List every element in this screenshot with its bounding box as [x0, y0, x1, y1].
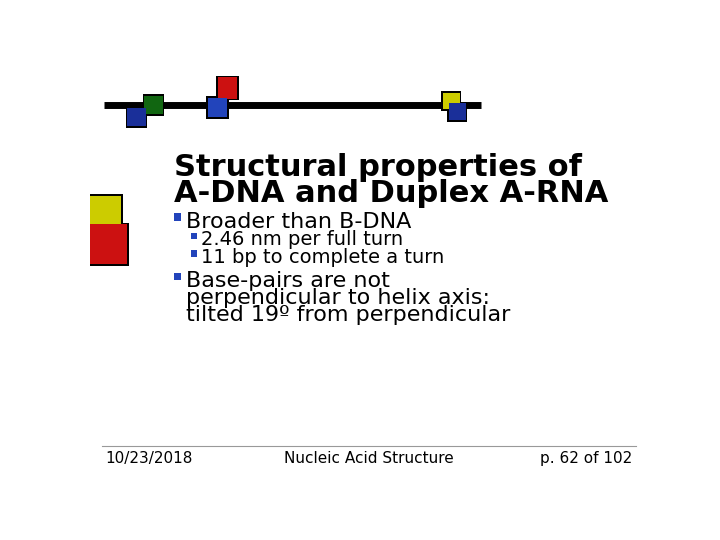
Text: 10/23/2018: 10/23/2018	[106, 451, 193, 467]
Bar	[208, 98, 228, 117]
Bar	[206, 96, 229, 119]
Text: Structural properties of: Structural properties of	[174, 153, 582, 183]
Bar	[443, 92, 459, 110]
Text: perpendicular to helix axis:: perpendicular to helix axis:	[186, 288, 490, 308]
Bar	[90, 195, 121, 228]
Bar	[144, 96, 163, 114]
Bar	[218, 77, 238, 99]
Bar	[191, 251, 197, 256]
Bar	[441, 91, 462, 111]
Text: A-DNA and Duplex A-RNA: A-DNA and Duplex A-RNA	[174, 179, 608, 208]
Text: 11 bp to complete a turn: 11 bp to complete a turn	[201, 248, 444, 267]
Text: Broader than B-DNA: Broader than B-DNA	[186, 212, 411, 232]
Text: p. 62 of 102: p. 62 of 102	[540, 451, 632, 467]
Bar	[143, 94, 164, 116]
Bar	[89, 194, 122, 230]
Bar	[191, 233, 197, 239]
Bar	[447, 102, 467, 122]
Bar	[89, 222, 129, 266]
Bar	[449, 103, 466, 120]
Bar	[174, 213, 181, 221]
Bar	[90, 224, 127, 264]
Text: Nucleic Acid Structure: Nucleic Acid Structure	[284, 451, 454, 467]
Bar	[174, 273, 181, 280]
Text: tilted 19º from perpendicular: tilted 19º from perpendicular	[186, 305, 510, 325]
Text: Base-pairs are not: Base-pairs are not	[186, 271, 390, 291]
Text: 2.46 nm per full turn: 2.46 nm per full turn	[201, 231, 403, 249]
Bar	[127, 108, 145, 126]
Bar	[126, 106, 148, 128]
Bar	[216, 76, 239, 100]
